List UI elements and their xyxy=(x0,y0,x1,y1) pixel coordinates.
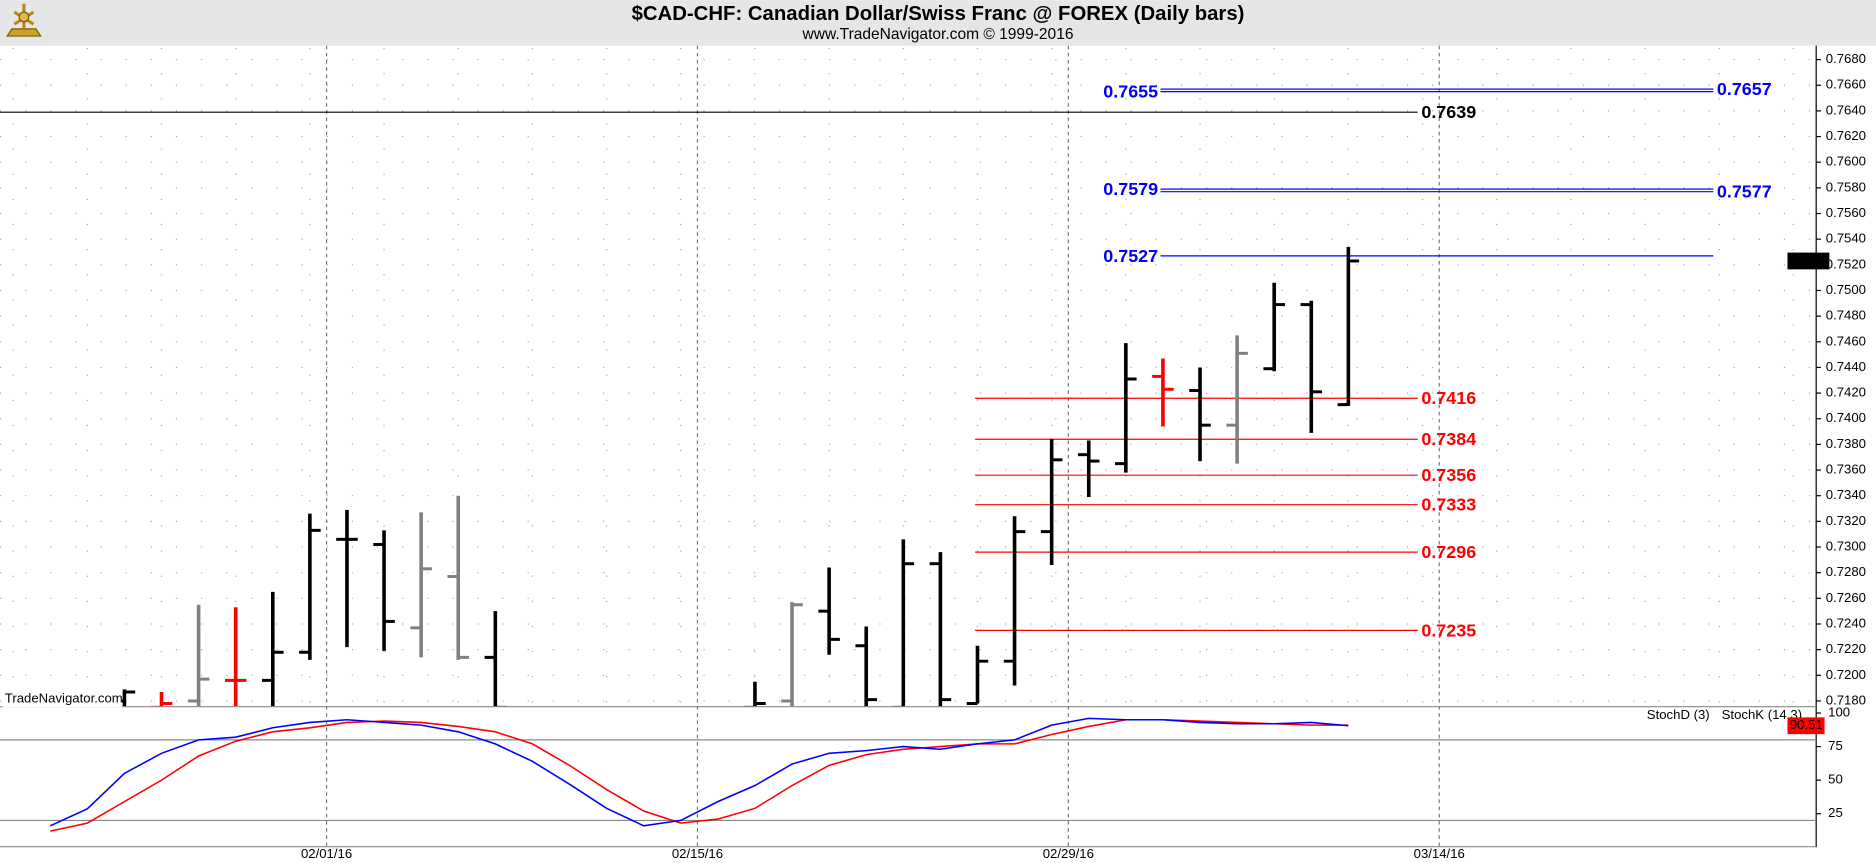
watermark-bg xyxy=(2,690,123,708)
y-tick-label: 0.7500 xyxy=(1826,282,1866,297)
y-tick-label: 100 xyxy=(1828,704,1850,719)
last-price-label: 0.7523 xyxy=(1790,252,1830,267)
y-tick-label: 50 xyxy=(1828,772,1843,787)
y-tick-label: 0.7580 xyxy=(1826,179,1866,194)
y-tick-label: 0.7240 xyxy=(1826,615,1866,630)
level-label: 0.7579 xyxy=(1103,179,1158,199)
y-tick-label: 0.7540 xyxy=(1826,231,1866,246)
watermark: TradeNavigator.com xyxy=(5,690,123,705)
level-label: 0.7356 xyxy=(1421,465,1476,485)
x-tick-label: 02/15/16 xyxy=(672,846,723,861)
y-tick-label: 0.7440 xyxy=(1826,359,1866,374)
last-stoch-label: 90.51 xyxy=(1790,717,1823,732)
y-tick-label: 0.7220 xyxy=(1826,641,1866,656)
y-tick-label: 0.7460 xyxy=(1826,333,1866,348)
legend-label: StochD (3) xyxy=(1647,707,1710,722)
y-tick-label: 0.7320 xyxy=(1826,513,1866,528)
y-tick-label: 25 xyxy=(1828,805,1843,820)
level-layer xyxy=(0,88,1714,631)
last-stoch-tag xyxy=(1787,717,1825,735)
y-tick-label: 75 xyxy=(1828,738,1843,753)
y-tick-label: 0.7520 xyxy=(1826,256,1866,271)
y-tick-label: 0.7360 xyxy=(1826,462,1866,477)
y-tick-label: 0.7420 xyxy=(1826,385,1866,400)
y-tick-label: 0.7200 xyxy=(1826,667,1866,682)
last-price-tag xyxy=(1787,252,1830,270)
x-tick-label: 02/01/16 xyxy=(301,846,352,861)
y-tick-label: 0.7280 xyxy=(1826,564,1866,579)
label-layer: 02/01/16 02/15/16 02/29/16 03/14/16 0.7180 0.… xyxy=(301,51,1866,861)
y-tick-label: 0.7560 xyxy=(1826,205,1866,220)
x-tick-label: 02/29/16 xyxy=(1043,846,1094,861)
bar-layer xyxy=(113,246,1360,707)
y-tick-label: 0.7400 xyxy=(1826,410,1866,425)
level-label: 0.7384 xyxy=(1421,429,1476,449)
header-band xyxy=(0,0,1876,46)
level-label: 0.7333 xyxy=(1421,495,1476,515)
logo xyxy=(6,3,42,37)
y-tick-label: 0.7480 xyxy=(1826,308,1866,323)
level-label: 0.7527 xyxy=(1103,246,1158,266)
level-label: 0.7416 xyxy=(1421,388,1476,408)
y-tick-label: 0.7300 xyxy=(1826,538,1866,553)
level-label: 0.7657 xyxy=(1717,79,1772,99)
stoch-line xyxy=(49,717,1349,827)
y-tick-label: 0.7660 xyxy=(1826,77,1866,92)
y-tick-label: 0.7600 xyxy=(1826,154,1866,169)
chart-subtitle: www.TradeNavigator.com © 1999-2016 xyxy=(802,26,1074,43)
y-tick-label: 0.7680 xyxy=(1826,51,1866,66)
legend-label: StochK (14,3) xyxy=(1722,707,1802,722)
level-label: 0.7577 xyxy=(1717,182,1772,202)
y-tick-label: 0.7620 xyxy=(1826,128,1866,143)
y-tick-label: 0.7380 xyxy=(1826,436,1866,451)
y-tick-label: 0.7640 xyxy=(1826,102,1866,117)
level-label: 0.7655 xyxy=(1103,82,1158,102)
y-tick-label: 0.7260 xyxy=(1826,590,1866,605)
stoch-layer xyxy=(49,717,1349,832)
level-label: 0.7296 xyxy=(1421,542,1476,562)
chart-title: $CAD-CHF: Canadian Dollar/Swiss Franc @ … xyxy=(632,3,1245,25)
y-tick-label: 0.7180 xyxy=(1826,692,1866,707)
level-label: 0.7235 xyxy=(1421,620,1476,640)
x-tick-label: 03/14/16 xyxy=(1414,846,1465,861)
y-tick-label: 0.7340 xyxy=(1826,487,1866,502)
level-label: 0.7639 xyxy=(1421,102,1476,122)
